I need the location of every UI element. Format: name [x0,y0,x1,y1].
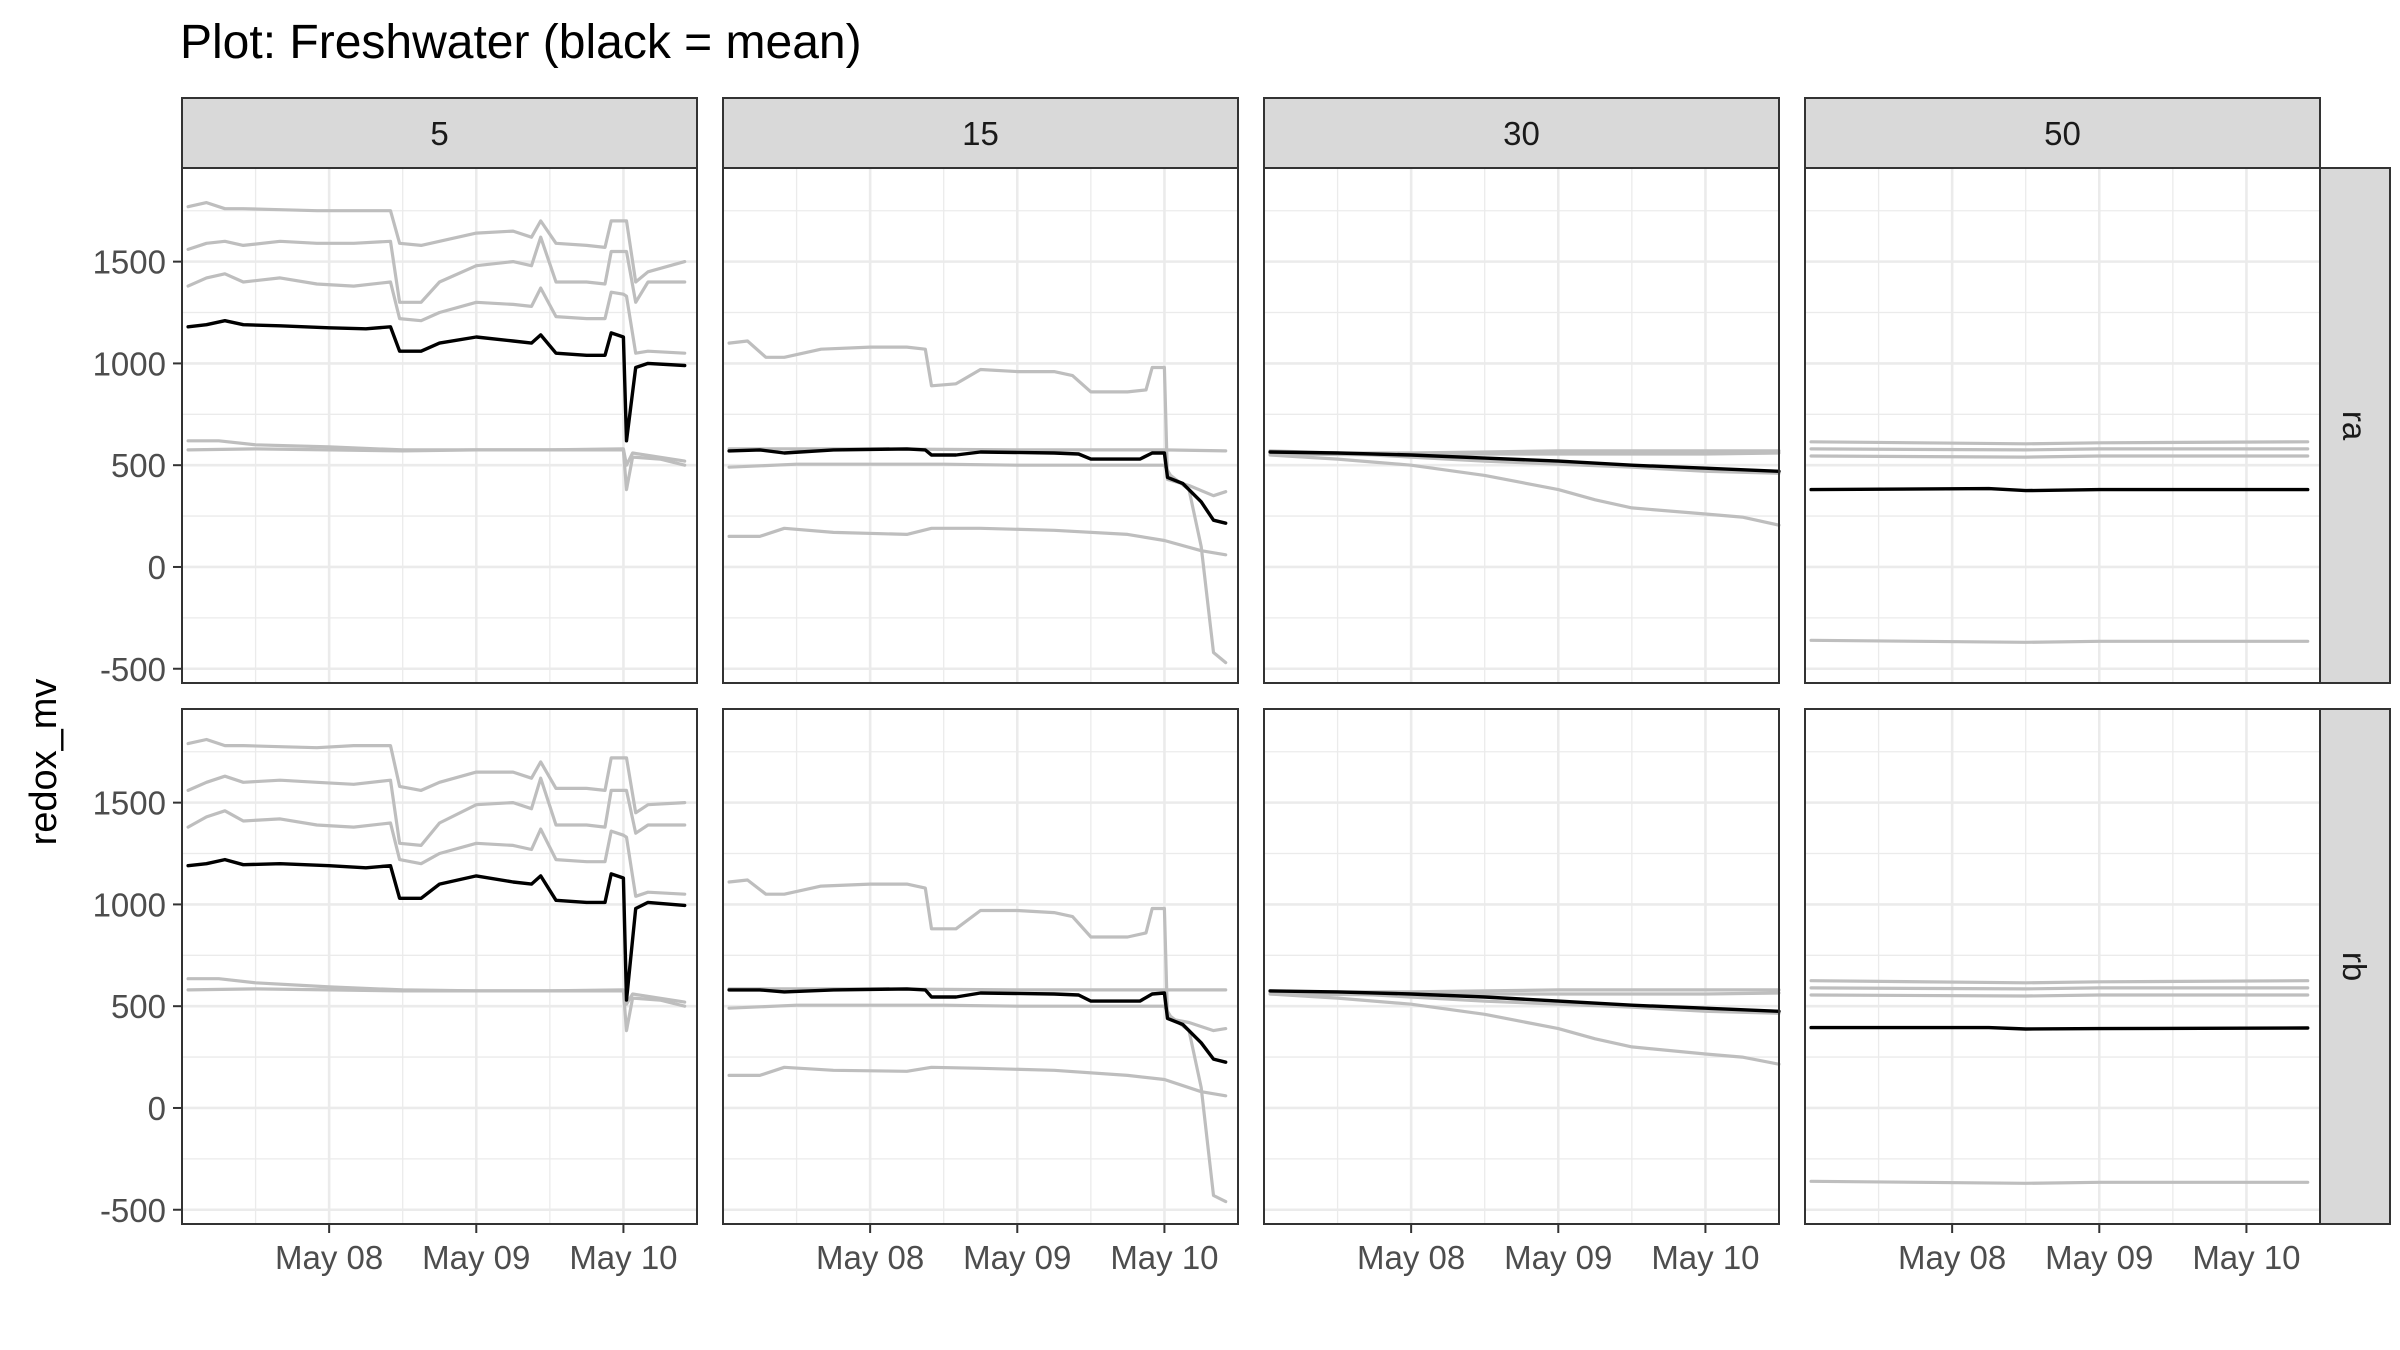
x-tick-label: May 10 [1651,1239,1759,1276]
chart-title: Plot: Freshwater (black = mean) [180,16,862,69]
sensor-series-line [1809,986,2310,991]
panel-border [1263,708,1780,1225]
sensor-series-line [727,339,1228,498]
plot-layer: 5 15 30 50 ra rb -500 0 500 1000 1500 -500 0 500 1000 1… [93,97,2391,1276]
panel-background [1805,709,2320,1224]
panel-background [182,709,697,1224]
x-tick-label: May 08 [275,1239,383,1276]
y-axis-title: redox_mv [23,679,65,846]
y-tick-label: 1000 [93,886,166,923]
column-strip [722,97,1239,169]
y-tick-label: 0 [148,549,166,586]
x-tick-label: May 09 [963,1239,1071,1276]
panel-background [182,168,697,683]
mean-series-line [1268,450,1781,473]
column-strip-label: 30 [1503,115,1540,152]
panel-border [181,167,698,684]
mean-series-line [186,857,687,1002]
panel-background [1264,168,1779,683]
column-strip [1263,97,1780,169]
sensor-series-line [186,737,687,815]
x-tick-label: May 10 [2192,1239,2300,1276]
mean-series-line [1268,989,1781,1013]
panel-border [1804,167,2321,684]
sensor-series-line [186,235,687,304]
mean-series-line [727,987,1228,1064]
sensor-series-line [1809,638,2310,644]
panel-border [181,708,698,1225]
x-tick-label: May 08 [1357,1239,1465,1276]
mean-series-line [186,319,687,443]
sensor-series-line [1268,453,1781,527]
y-tick-label: 1000 [93,345,166,382]
row-strip-label: ra [2336,411,2373,441]
panel-border [722,167,1239,684]
x-tick-label: May 09 [422,1239,530,1276]
y-tick-label: 1500 [93,785,166,822]
x-tick-label: May 08 [1898,1239,2006,1276]
sensor-series-line [1809,440,2310,446]
y-tick-label: 0 [148,1090,166,1127]
row-strip-label: rb [2336,952,2373,981]
sensor-series-line [727,878,1228,1033]
mean-series-line [1809,486,2310,493]
panel-background [1264,709,1779,1224]
x-tick-label: May 09 [2045,1239,2153,1276]
y-tick-label: -500 [100,651,166,688]
panel-background [1805,168,2320,683]
mean-series-line [1809,1025,2310,1031]
x-tick-label: May 10 [1110,1239,1218,1276]
x-tick-label: May 10 [569,1239,677,1276]
column-strip-label: 5 [430,115,448,152]
sensor-series-line [1809,454,2310,459]
row-strip [2319,167,2391,684]
column-strip [1804,97,2321,169]
sensor-series-line [1809,447,2310,452]
panel-border [1263,167,1780,684]
column-strip-label: 50 [2044,115,2081,152]
sensor-series-line [1809,993,2310,998]
panel-border [722,708,1239,1225]
column-strip [181,97,698,169]
x-tick-label: May 09 [1504,1239,1612,1276]
sensor-series-line [1809,979,2310,985]
sensor-series-line [186,809,687,898]
sensor-series-line [186,447,687,467]
panel-background [723,168,1238,683]
sensor-series-line [186,201,687,284]
sensor-series-line [186,987,687,1006]
y-tick-label: -500 [100,1192,166,1229]
y-tick-label: 500 [111,988,166,1025]
sensor-series-line [727,1065,1228,1098]
sensor-series-line [186,774,687,847]
sensor-series-line [1268,992,1781,1066]
panel-border [1804,708,2321,1225]
sensor-series-line [727,1003,1228,1204]
sensor-series-line [186,272,687,355]
x-tick-label: May 08 [816,1239,924,1276]
column-strip-label: 15 [962,115,999,152]
panel-background [723,709,1238,1224]
sensor-series-line [727,462,1228,665]
y-tick-label: 1500 [93,244,166,281]
sensor-series-line [1809,1179,2310,1185]
y-tick-label: 500 [111,447,166,484]
sensor-series-line [727,526,1228,557]
mean-series-line [727,447,1228,525]
